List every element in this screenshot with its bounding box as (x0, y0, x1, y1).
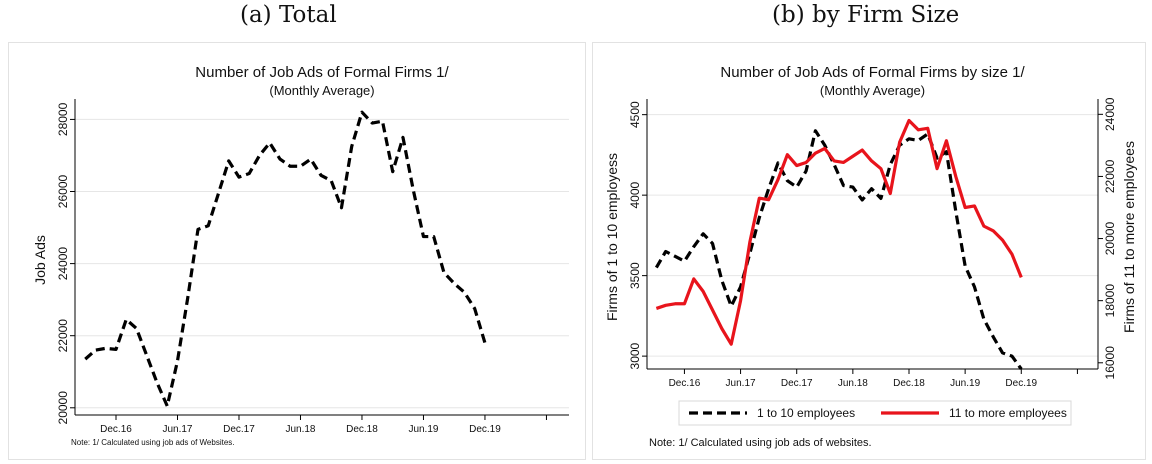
y-tick-label: 26000 (56, 175, 70, 209)
chart-by-size: Number of Job Ads of Formal Firms by siz… (604, 64, 1137, 449)
y-tick-label: 4000 (628, 181, 642, 208)
chart-note: Note: 1/ Calculated using job ads of Web… (71, 438, 235, 447)
x-tick-label: Dec.19 (469, 424, 501, 435)
x-tick-label: Jun.19 (950, 378, 980, 389)
x-tick-label: Jun.17 (162, 424, 192, 435)
y-tick-label: 4500 (628, 101, 642, 128)
x-tick-label: Jun.19 (408, 424, 438, 435)
y-tick-label: 20000 (56, 391, 70, 425)
x-tick-label: Dec.18 (893, 378, 925, 389)
series-line-0 (654, 129, 1023, 370)
chart-title: Number of Job Ads of Formal Firms by siz… (720, 64, 1025, 81)
series-line-0 (84, 110, 487, 408)
y-axis-label: Firms of 1 to 10 employess (604, 153, 620, 321)
x-tick-label: Dec.19 (1005, 378, 1037, 389)
x-tick-label: Dec.17 (223, 424, 255, 435)
chart-subtitle: (Monthly Average) (820, 83, 925, 98)
chart-note: Note: 1/ Calculated using job ads of web… (649, 437, 872, 449)
x-tick-label: Dec.17 (781, 378, 813, 389)
legend-label-0: 1 to 10 employees (757, 406, 855, 420)
y-right-tick-label: 16000 (1103, 346, 1117, 380)
y-right-tick-label: 18000 (1103, 284, 1117, 318)
legend-label-1: 11 to more employees (949, 406, 1067, 420)
caption-a: (a) Total (240, 2, 337, 28)
x-tick-label: Dec.18 (346, 424, 378, 435)
y-right-tick-label: 20000 (1103, 222, 1117, 256)
x-tick-label: Jun.18 (285, 424, 315, 435)
y-tick-label: 3500 (628, 262, 642, 289)
y-axis-label: Job Ads (32, 235, 48, 285)
chart-panel-by-size: Number of Job Ads of Formal Firms by siz… (592, 42, 1146, 460)
chart-total: Number of Job Ads of Formal Firms 1/ (Mon… (32, 64, 569, 447)
series-line-1 (655, 118, 1023, 346)
y-tick-label: 24000 (56, 247, 70, 281)
legend-box (678, 400, 1072, 426)
y-tick-label: 22000 (56, 319, 70, 353)
caption-b: (b) by Firm Size (772, 2, 960, 28)
y-axis-right-label: Firms of 11 to more employees (1121, 141, 1137, 333)
x-tick-label: Dec.16 (669, 378, 701, 389)
y-tick-label: 28000 (56, 102, 70, 136)
chart-title: Number of Job Ads of Formal Firms 1/ (195, 64, 449, 81)
y-tick-label: 3000 (628, 342, 642, 369)
y-right-tick-label: 24000 (1103, 97, 1117, 131)
x-tick-label: Jun.17 (726, 378, 756, 389)
chart-panel-total: Number of Job Ads of Formal Firms 1/ (Mon… (8, 42, 586, 460)
x-tick-label: Jun.18 (838, 378, 868, 389)
y-right-tick-label: 22000 (1103, 159, 1117, 193)
chart-subtitle: (Monthly Average) (269, 83, 374, 98)
x-tick-label: Dec.16 (100, 424, 132, 435)
